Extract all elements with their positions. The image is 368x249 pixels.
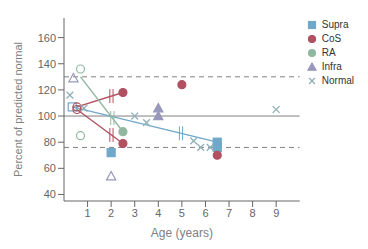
svg-text:9: 9 <box>273 207 279 219</box>
html-text:Normal: Normal <box>321 75 354 86</box>
svg-text:Age (years): Age (years) <box>151 226 213 240</box>
html-text:RA: RA <box>321 47 336 58</box>
svg-text:Percent of predicted normal: Percent of predicted normal <box>12 42 24 177</box>
svg-text:60: 60 <box>44 162 56 174</box>
svg-text:160: 160 <box>38 32 56 44</box>
svg-text:40: 40 <box>44 188 56 200</box>
html-text:CoS: CoS <box>321 33 342 44</box>
svg-text:8: 8 <box>250 207 256 219</box>
svg-text:80: 80 <box>44 136 56 148</box>
html-text:Infra: Infra <box>321 61 342 72</box>
svg-text:1: 1 <box>85 207 91 219</box>
svg-text:7: 7 <box>226 207 232 219</box>
svg-text:3: 3 <box>132 207 138 219</box>
svg-text:5: 5 <box>179 207 185 219</box>
svg-text:100: 100 <box>38 110 56 122</box>
svg-text:6: 6 <box>202 207 208 219</box>
svg-text:120: 120 <box>38 84 56 96</box>
svg-text:4: 4 <box>155 207 161 219</box>
svg-text:2: 2 <box>108 207 114 219</box>
svg-text:140: 140 <box>38 58 56 70</box>
html-text:Supra: Supra <box>321 19 349 30</box>
